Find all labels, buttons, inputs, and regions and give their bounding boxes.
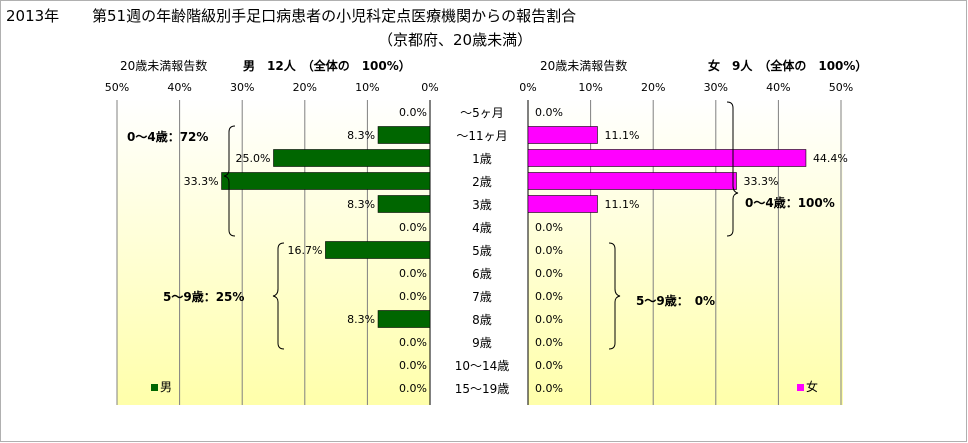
category-label: 1歳	[472, 152, 492, 166]
female-value-label: 0.0%	[535, 313, 563, 326]
female-x-tick-label: 10%	[578, 81, 602, 94]
female-x-tick-label: 50%	[829, 81, 853, 94]
male-value-label: 33.3%	[184, 175, 219, 188]
male-bar	[377, 310, 431, 328]
category-label: 9歳	[472, 336, 492, 350]
female-value-label: 44.4%	[813, 152, 848, 165]
female-value-label: 0.0%	[535, 336, 563, 349]
female-bar	[527, 172, 737, 190]
male-x-tick-label: 30%	[230, 81, 254, 94]
male-x-tick-label: 10%	[355, 81, 379, 94]
male-legend-swatch	[151, 384, 158, 391]
female-bar	[527, 149, 807, 167]
male-bar	[325, 241, 431, 259]
male-bracket-0-4	[223, 125, 236, 237]
male-x-tick-label: 20%	[293, 81, 317, 94]
female-bracket-5-9	[608, 242, 621, 350]
female-caption-count: 女 9人 （全体の 100%）	[708, 58, 867, 73]
female-value-label: 0.0%	[535, 267, 563, 280]
male-bar	[377, 195, 431, 213]
male-bar	[273, 149, 431, 167]
male-legend-label: 男	[160, 380, 172, 394]
male-annotation-5-9: 5～9歳：25%	[163, 289, 244, 304]
male-annotation-0-4: 0～4歳：72%	[127, 129, 208, 144]
male-x-ticks: 50% 40% 30% 20% 10% 0%	[105, 81, 439, 94]
male-bars	[221, 126, 431, 328]
category-label: 8歳	[472, 313, 492, 327]
female-x-tick-label: 30%	[704, 81, 728, 94]
female-plot-area	[528, 100, 843, 405]
male-x-tick-label: 40%	[167, 81, 191, 94]
male-x-tick-label: 0%	[421, 81, 438, 94]
female-bars	[527, 126, 807, 213]
category-label: 3歳	[472, 198, 492, 212]
male-bar	[377, 126, 431, 144]
title-year: 2013年	[6, 7, 59, 25]
category-label: ～11ヶ月	[456, 129, 507, 143]
category-label: 6歳	[472, 267, 492, 281]
male-bracket-5-9	[272, 242, 285, 350]
category-labels: ～5ヶ月 ～11ヶ月 1歳 2歳 3歳 4歳 5歳 6歳 7歳 8歳 9歳 10～14歳 15～19歳	[455, 106, 510, 396]
male-x-tick-label: 50%	[105, 81, 129, 94]
female-x-ticks: 0% 10% 20% 30% 40% 50%	[519, 81, 853, 94]
female-annotation-0-4: 0～4歳：100%	[745, 195, 835, 210]
category-label: 5歳	[472, 244, 492, 258]
female-bar	[527, 195, 598, 213]
female-legend-label: 女	[806, 379, 818, 394]
category-label: 4歳	[472, 221, 492, 235]
category-label: ～5ヶ月	[460, 106, 504, 120]
male-value-label: 8.3%	[347, 129, 375, 142]
male-caption-label: 20歳未満報告数	[120, 58, 207, 73]
female-value-label: 0.0%	[535, 359, 563, 372]
female-value-labels: 0.0% 11.1% 44.4% 33.3% 11.1% 0.0% 0.0% 0.0% 0.0%…	[535, 106, 848, 395]
male-value-label: 25.0%	[236, 152, 271, 165]
female-bracket-0-4	[726, 101, 739, 237]
male-value-label: 0.0%	[399, 336, 427, 349]
male-value-label: 8.3%	[347, 198, 375, 211]
male-value-labels: 0.0% 8.3% 25.0% 33.3% 8.3% 0.0% 16.7% 0.0% 0.0% 8…	[184, 106, 427, 395]
category-label: 15～19歳	[455, 382, 510, 396]
female-value-label: 33.3%	[743, 175, 778, 188]
male-value-label: 0.0%	[399, 382, 427, 395]
male-value-label: 16.7%	[288, 244, 323, 257]
male-value-label: 0.0%	[399, 221, 427, 234]
male-value-label: 0.0%	[399, 290, 427, 303]
female-value-label: 0.0%	[535, 382, 563, 395]
male-value-label: 0.0%	[399, 359, 427, 372]
category-label: 7歳	[472, 290, 492, 304]
female-legend-swatch	[797, 384, 804, 391]
female-value-label: 11.1%	[604, 129, 639, 142]
female-value-label: 0.0%	[535, 290, 563, 303]
female-bar	[527, 126, 598, 144]
chart-title: 第51週の年齢階級別手足口病患者の小児科定点医療機関からの報告割合	[92, 7, 576, 25]
female-value-label: 0.0%	[535, 244, 563, 257]
category-label: 2歳	[472, 175, 492, 189]
female-value-label: 0.0%	[535, 106, 563, 119]
female-value-label: 11.1%	[604, 198, 639, 211]
female-caption-label: 20歳未満報告数	[540, 58, 627, 73]
male-caption-count: 男 12人 （全体の 100%）	[243, 58, 411, 73]
male-value-label: 8.3%	[347, 313, 375, 326]
male-value-label: 0.0%	[399, 267, 427, 280]
chart-subtitle: （京都府、20歳未満）	[378, 31, 532, 49]
female-x-tick-label: 40%	[766, 81, 790, 94]
female-x-tick-label: 20%	[641, 81, 665, 94]
female-value-label: 0.0%	[535, 221, 563, 234]
female-annotation-5-9: 5～9歳： 0%	[636, 293, 715, 308]
female-x-tick-label: 0%	[519, 81, 536, 94]
male-bar	[221, 172, 431, 190]
category-label: 10～14歳	[455, 359, 510, 373]
male-value-label: 0.0%	[399, 106, 427, 119]
